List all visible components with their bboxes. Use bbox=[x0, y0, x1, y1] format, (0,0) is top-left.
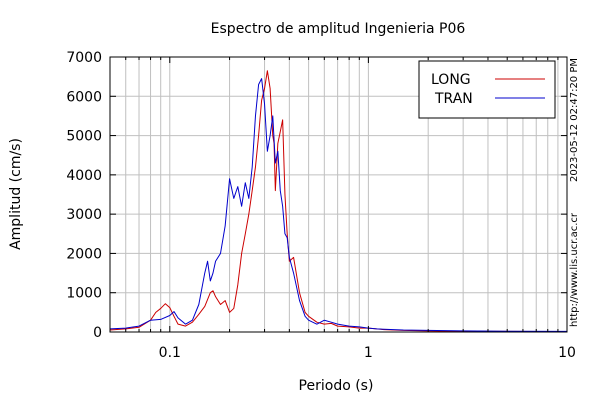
series-layer bbox=[109, 70, 568, 333]
y-tick-label: 3000 bbox=[66, 207, 102, 223]
y-tick-label: 0 bbox=[93, 325, 102, 341]
x-axis-label: Periodo (s) bbox=[299, 378, 374, 394]
y-tick-label: 4000 bbox=[66, 168, 102, 184]
plot-frame bbox=[109, 56, 568, 333]
y-tick-label: 1000 bbox=[66, 286, 102, 302]
y-tick-label: 7000 bbox=[66, 50, 102, 66]
grid bbox=[109, 56, 568, 333]
legend-label-long: LONG bbox=[431, 72, 471, 88]
legend: LONG TRAN bbox=[418, 60, 556, 119]
y-axis-label: Amplitud (cm/s) bbox=[8, 138, 24, 250]
series-line-long bbox=[109, 70, 568, 333]
chart-title: Espectro de amplitud Ingenieria P06 bbox=[211, 21, 466, 37]
series-line-tran bbox=[109, 78, 568, 332]
source-url-label: http://www.lis.ucr.ac.cr bbox=[569, 212, 580, 327]
x-tick-label: 10 bbox=[558, 345, 576, 361]
timestamp-label: 2023-05-12 02:47:20 PM bbox=[569, 58, 580, 182]
legend-box bbox=[418, 60, 556, 119]
y-tick-label: 6000 bbox=[66, 89, 102, 105]
y-tick-label: 2000 bbox=[66, 246, 102, 262]
x-tick-label: 1 bbox=[364, 345, 373, 361]
y-tick-label: 5000 bbox=[66, 129, 102, 145]
x-tick-label: 0.1 bbox=[159, 345, 181, 361]
legend-label-tran: TRAN bbox=[434, 91, 473, 107]
axis-ticks: 0 1000 2000 3000 4000 5000 6000 7000 0.1 1 10 bbox=[66, 50, 576, 361]
